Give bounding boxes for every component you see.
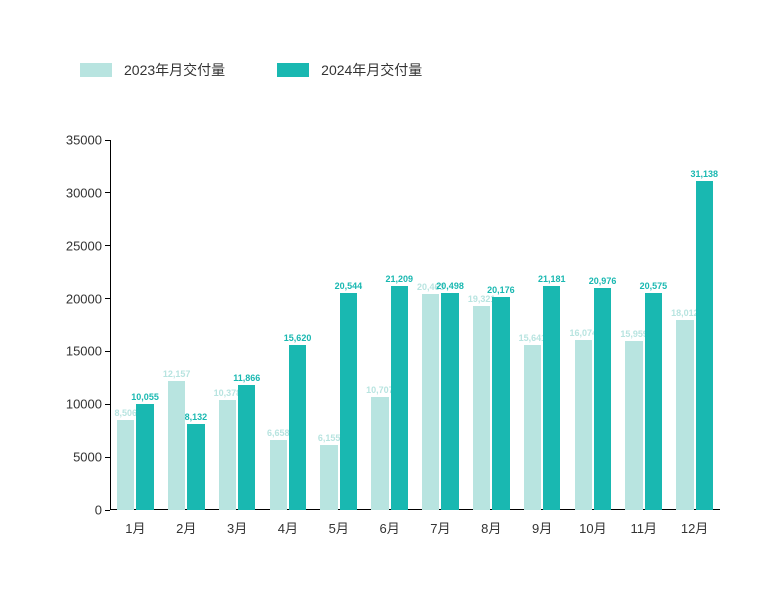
bar-value-label: 20,176 bbox=[487, 285, 515, 295]
legend-label-2024: 2024年月交付量 bbox=[321, 60, 422, 80]
y-axis-line bbox=[110, 140, 111, 510]
bar-value-label: 6,155 bbox=[318, 433, 341, 443]
x-category-label: 3月 bbox=[227, 518, 247, 537]
bar-value-label: 16,074 bbox=[570, 328, 598, 338]
bar-value-label: 19,321 bbox=[468, 294, 496, 304]
legend-swatch-2023 bbox=[80, 63, 112, 77]
bar-2024 bbox=[492, 297, 509, 510]
y-tick-mark bbox=[105, 404, 110, 405]
bar-2023 bbox=[270, 440, 287, 510]
bar-2024 bbox=[136, 404, 153, 510]
y-tick-mark bbox=[105, 192, 110, 193]
bar-value-label: 31,138 bbox=[690, 169, 718, 179]
bar-2024 bbox=[391, 286, 408, 510]
legend-swatch-2024 bbox=[277, 63, 309, 77]
legend-item-2023: 2023年月交付量 bbox=[80, 60, 225, 80]
y-tick-label: 0 bbox=[52, 503, 102, 518]
bar-value-label: 15,959 bbox=[620, 329, 648, 339]
bar-2023 bbox=[625, 341, 642, 510]
bar-2023 bbox=[320, 445, 337, 510]
x-category-label: 7月 bbox=[430, 518, 450, 537]
bar-value-label: 20,498 bbox=[436, 281, 464, 291]
x-category-label: 11月 bbox=[631, 518, 658, 537]
bar-2023 bbox=[219, 400, 236, 510]
bar-value-label: 8,132 bbox=[185, 412, 208, 422]
x-category-label: 10月 bbox=[579, 518, 606, 537]
y-tick-label: 20000 bbox=[52, 291, 102, 306]
bar-value-label: 10,055 bbox=[131, 392, 159, 402]
bar-value-label: 20,544 bbox=[335, 281, 363, 291]
legend-item-2024: 2024年月交付量 bbox=[277, 60, 422, 80]
chart-legend: 2023年月交付量 2024年月交付量 bbox=[80, 60, 462, 80]
x-category-label: 8月 bbox=[481, 518, 501, 537]
bar-2023 bbox=[473, 306, 490, 510]
bar-2024 bbox=[543, 286, 560, 510]
y-tick-label: 10000 bbox=[52, 397, 102, 412]
bar-value-label: 10,378 bbox=[214, 388, 242, 398]
bar-value-label: 15,641 bbox=[519, 333, 547, 343]
y-tick-mark bbox=[105, 351, 110, 352]
y-tick-label: 5000 bbox=[52, 450, 102, 465]
bar-2024 bbox=[645, 293, 662, 511]
x-category-label: 6月 bbox=[379, 518, 399, 537]
bar-2023 bbox=[575, 340, 592, 510]
x-category-label: 5月 bbox=[329, 518, 349, 537]
bar-value-label: 6,658 bbox=[267, 428, 290, 438]
bar-2023 bbox=[524, 345, 541, 510]
bar-value-label: 18,012 bbox=[671, 308, 699, 318]
y-tick-label: 25000 bbox=[52, 238, 102, 253]
bar-value-label: 20,575 bbox=[640, 281, 668, 291]
bar-2024 bbox=[289, 345, 306, 510]
bar-2024 bbox=[187, 424, 204, 510]
bar-2024 bbox=[696, 181, 713, 510]
bar-2024 bbox=[594, 288, 611, 510]
bar-value-label: 20,976 bbox=[589, 276, 617, 286]
x-category-label: 2月 bbox=[176, 518, 196, 537]
y-tick-mark bbox=[105, 510, 110, 511]
y-tick-label: 15000 bbox=[52, 344, 102, 359]
bar-2024 bbox=[238, 385, 255, 510]
y-tick-mark bbox=[105, 245, 110, 246]
legend-label-2023: 2023年月交付量 bbox=[124, 60, 225, 80]
bar-2024 bbox=[340, 293, 357, 510]
delivery-chart: 2023年月交付量 2024年月交付量 05000100001500020000… bbox=[0, 0, 775, 609]
plot-area: 050001000015000200002500030000350001月8,5… bbox=[110, 140, 720, 510]
y-tick-mark bbox=[105, 298, 110, 299]
bar-value-label: 12,157 bbox=[163, 369, 191, 379]
x-category-label: 4月 bbox=[278, 518, 298, 537]
bar-2023 bbox=[117, 420, 134, 510]
bar-value-label: 21,209 bbox=[385, 274, 413, 284]
bar-2023 bbox=[422, 294, 439, 510]
x-category-label: 1月 bbox=[125, 518, 145, 537]
bar-value-label: 10,707 bbox=[366, 385, 394, 395]
y-tick-mark bbox=[105, 140, 110, 141]
bar-2024 bbox=[441, 293, 458, 510]
bar-value-label: 8,506 bbox=[115, 408, 138, 418]
bar-value-label: 21,181 bbox=[538, 274, 566, 284]
bar-value-label: 15,620 bbox=[284, 333, 312, 343]
x-category-label: 12月 bbox=[681, 518, 708, 537]
y-tick-mark bbox=[105, 457, 110, 458]
bar-value-label: 11,866 bbox=[233, 373, 260, 383]
y-tick-label: 35000 bbox=[52, 133, 102, 148]
bar-2023 bbox=[168, 381, 185, 510]
bar-2023 bbox=[676, 320, 693, 510]
bar-2023 bbox=[371, 397, 388, 510]
x-category-label: 9月 bbox=[532, 518, 552, 537]
y-tick-label: 30000 bbox=[52, 185, 102, 200]
